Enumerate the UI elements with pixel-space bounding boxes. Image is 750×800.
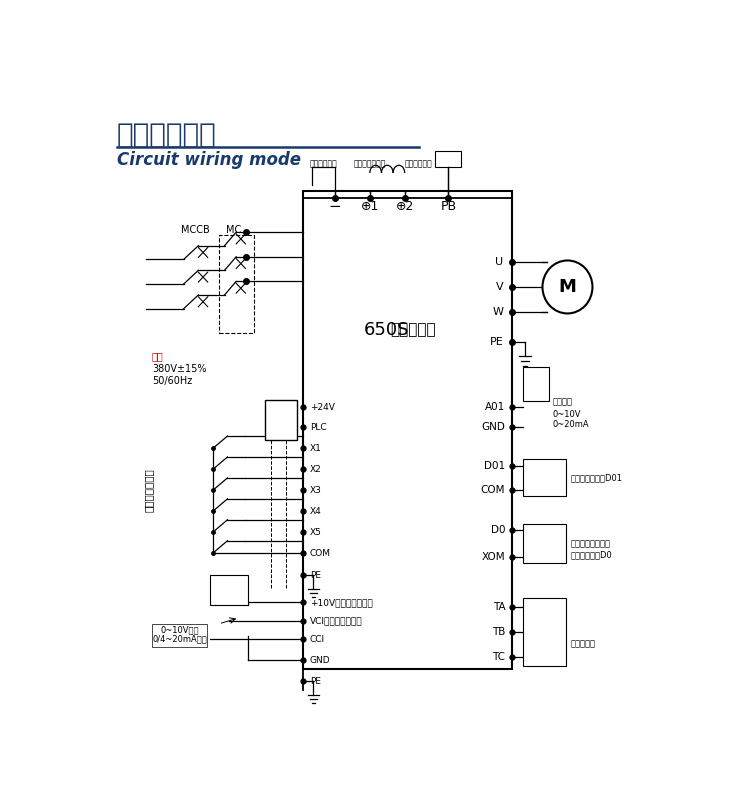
Text: TA: TA [493,602,506,612]
Text: COM: COM [481,486,506,495]
Text: 外接制动电阻: 外接制动电阻 [404,160,432,169]
Text: A01: A01 [485,402,506,412]
Text: PLC: PLC [310,423,326,432]
Text: 集电极开路输出D01: 集电极开路输出D01 [570,474,622,482]
Text: 650S: 650S [364,321,410,339]
Text: 外接直流电抗器: 外接直流电抗器 [354,160,386,169]
Text: X2: X2 [310,465,322,474]
Text: PE: PE [310,677,321,686]
Text: −: − [328,199,341,214]
Text: Circuit wiring mode: Circuit wiring mode [117,151,301,170]
Text: 电极开路输出D0: 电极开路输出D0 [570,550,612,559]
Text: 高速脉冲输出和集: 高速脉冲输出和集 [570,539,610,548]
Text: COM: COM [310,549,331,558]
Text: MC: MC [226,225,241,234]
Text: 50/60Hz: 50/60Hz [152,376,192,386]
Text: 0~20mA: 0~20mA [553,420,590,429]
Circle shape [542,261,592,314]
Text: 继电器输出: 继电器输出 [570,640,596,649]
Bar [435,151,461,167]
Text: ⊕2: ⊕2 [395,200,414,214]
Text: V: V [496,282,503,292]
Text: 380V±15%: 380V±15% [152,364,206,374]
Text: GND: GND [482,422,506,433]
Text: CCI: CCI [310,635,325,644]
Text: 多功能输入端子: 多功能输入端子 [144,468,154,512]
Text: 模拟输出: 模拟输出 [553,398,573,406]
Bar [523,598,566,666]
Text: MCCB: MCCB [181,225,210,234]
Text: +10V频率设定用电源: +10V频率设定用电源 [310,598,373,607]
Text: D0: D0 [490,526,506,535]
Text: XOM: XOM [482,552,506,562]
Bar [523,524,566,563]
Text: 0~10V输入: 0~10V输入 [160,626,199,634]
Text: TC: TC [492,651,506,662]
Text: 0~10V: 0~10V [553,410,581,419]
Bar [523,367,549,401]
Text: U: U [496,258,503,267]
Text: TB: TB [492,627,506,637]
Bar [219,234,254,333]
Text: D01: D01 [484,461,506,470]
Text: 0/4~20mA输入: 0/4~20mA输入 [152,634,207,643]
Text: +24V: +24V [310,402,334,411]
Bar [303,191,512,669]
Text: PB: PB [440,200,456,214]
Text: 系列变频器: 系列变频器 [390,322,436,338]
Text: X1: X1 [310,444,322,453]
Bar [210,574,248,606]
Bar [152,624,207,647]
Bar [523,459,566,496]
Text: VCI多功能模拟输入: VCI多功能模拟输入 [310,616,362,626]
Text: X3: X3 [310,486,322,494]
Text: 电源: 电源 [152,352,164,362]
Text: X4: X4 [310,506,322,516]
Text: W: W [493,306,503,317]
Text: M: M [559,278,577,296]
Text: GND: GND [310,656,331,665]
Bar [266,400,297,440]
Text: 外接制动单元: 外接制动单元 [310,160,338,169]
Text: X5: X5 [310,528,322,537]
Text: 回路接线方式: 回路接线方式 [117,121,217,149]
Text: ⊕1: ⊕1 [361,200,379,214]
Text: PE: PE [490,338,503,347]
Text: PE: PE [310,570,321,580]
